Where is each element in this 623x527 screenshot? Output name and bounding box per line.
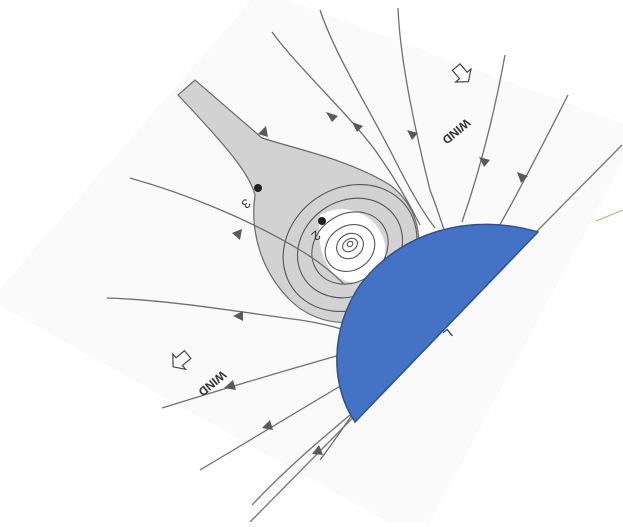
- streamlines: [106, 7, 569, 506]
- arrow-icon: [407, 130, 418, 140]
- contour-line: [346, 240, 354, 248]
- arrow-icon: [326, 112, 338, 122]
- streamline: [106, 297, 346, 331]
- stray-line: [595, 209, 623, 222]
- contour-line: [324, 224, 376, 272]
- overlay-half-disc[interactable]: [336, 223, 540, 424]
- wind-arrow-icon: [172, 349, 192, 371]
- streamline: [461, 54, 506, 223]
- streamline: [271, 31, 421, 226]
- streamline: [129, 177, 346, 286]
- streamline: [319, 414, 353, 461]
- arrow-icon: [258, 126, 268, 137]
- wind-arrow-icon: [451, 63, 472, 83]
- arrow-icon: [232, 229, 242, 240]
- streamline: [397, 7, 446, 233]
- contour-line: [336, 232, 364, 260]
- streamline: [199, 384, 343, 471]
- arrow-icon: [517, 172, 528, 183]
- streamline: [497, 94, 569, 229]
- streamline: [161, 354, 341, 409]
- flow-arrows: [224, 112, 528, 455]
- streamline: [251, 414, 351, 506]
- contour-line: [342, 237, 358, 253]
- arrow-icon: [224, 380, 236, 390]
- arrow-icon: [233, 311, 243, 321]
- point-2-marker: [318, 217, 326, 225]
- point-3-marker: [254, 184, 262, 192]
- arrow-icon: [262, 420, 273, 430]
- streamline: [319, 9, 436, 229]
- arrow-icon: [352, 122, 363, 132]
- arrow-icon: [479, 157, 490, 167]
- arrow-icon: [312, 445, 323, 455]
